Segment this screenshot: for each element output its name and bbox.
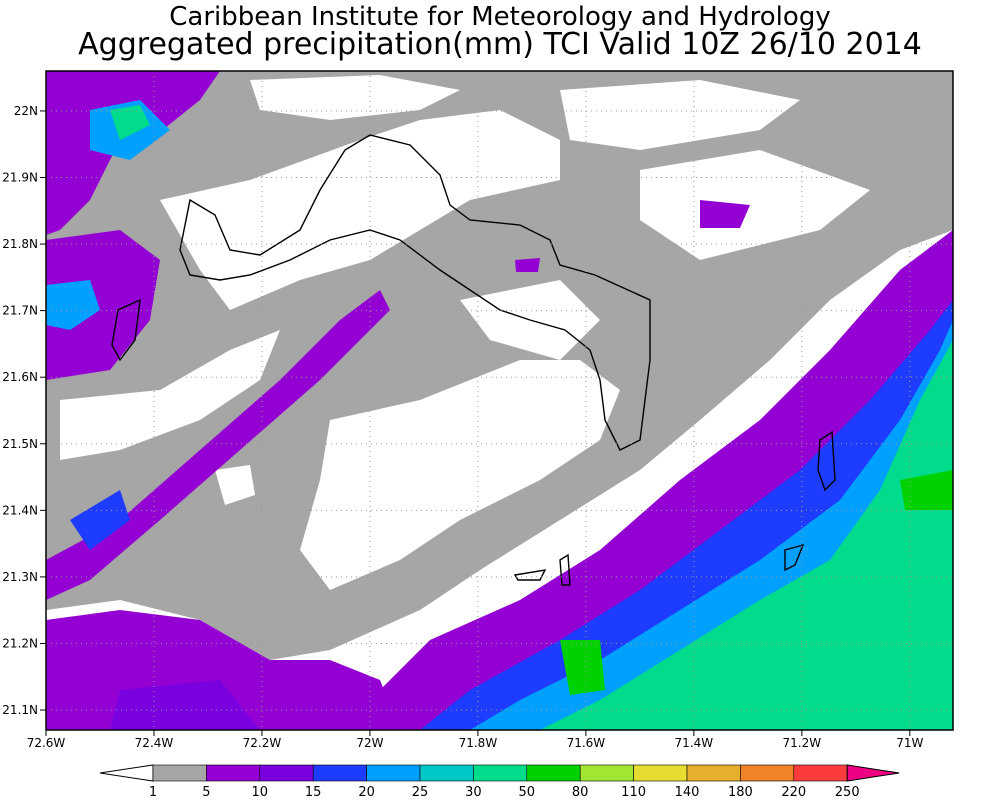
colorbar-label: 25 xyxy=(411,785,429,800)
colorbar-label: 15 xyxy=(304,785,322,800)
y-tick-label: 21.8N xyxy=(2,237,38,251)
colorbar-swatch xyxy=(206,764,261,782)
plot-frame xyxy=(45,70,954,731)
colorbar-label: 1 xyxy=(148,785,158,800)
x-tick-label: 71.4W xyxy=(675,736,714,750)
colorbar-label: 10 xyxy=(251,785,269,800)
y-tick-label: 21.7N xyxy=(2,304,38,318)
colorbar-label: 5 xyxy=(202,785,211,800)
colorbar-label: 140 xyxy=(674,785,700,800)
coastlines xyxy=(111,134,836,586)
graticule xyxy=(45,71,953,730)
x-tick-label: 72.4W xyxy=(135,736,174,750)
colorbar-swatch xyxy=(259,764,314,782)
colorbar-swatch xyxy=(419,764,474,782)
colorbar-label: 110 xyxy=(621,785,647,800)
x-tick-label: 71W xyxy=(896,736,923,750)
colorbar-label: 250 xyxy=(834,785,860,800)
map-title: Caribbean Institute for Meteorology and … xyxy=(169,2,831,32)
colorbar-swatch xyxy=(526,764,581,782)
x-tick-label: 71.6W xyxy=(567,736,606,750)
colorbar-swatch xyxy=(793,764,848,782)
colorbar-label: 180 xyxy=(727,785,753,800)
colorbar-swatch xyxy=(633,764,688,782)
colorbar-swatch xyxy=(686,764,741,782)
colorbar-label: 220 xyxy=(781,785,807,800)
y-tick-label: 22N xyxy=(14,104,38,118)
x-axis-ticks: 72.6W 72.4W 72.2W 72W 71.8W 71.6W 71.4W 71.2W 71… xyxy=(27,730,924,750)
colorbar-under-triangle xyxy=(99,764,154,782)
colorbar-label: 50 xyxy=(518,785,536,800)
y-tick-label: 21.4N xyxy=(2,503,38,517)
map-subtitle: Aggregated precipitation(mm) TCI Valid 1… xyxy=(78,27,922,62)
x-tick-label: 71.8W xyxy=(459,736,498,750)
colorbar-label: 80 xyxy=(571,785,589,800)
colorbar-swatch xyxy=(366,764,421,782)
x-tick-label: 72.6W xyxy=(27,736,66,750)
y-tick-label: 21.5N xyxy=(2,437,38,451)
colorbar-swatch xyxy=(740,764,795,782)
colorbar-swatch xyxy=(579,764,634,782)
colorbar-swatch xyxy=(473,764,528,782)
x-tick-label: 72W xyxy=(356,736,383,750)
y-tick-label: 21.6N xyxy=(2,370,38,384)
colorbar-label: 30 xyxy=(465,785,482,800)
y-tick-label: 21.1N xyxy=(2,703,38,717)
y-tick-label: 21.3N xyxy=(2,570,38,584)
colorbar-over-triangle xyxy=(846,764,900,782)
colorbar xyxy=(99,764,900,782)
precipitation-field xyxy=(46,71,953,730)
colorbar-swatch xyxy=(152,764,207,782)
x-tick-label: 72.2W xyxy=(243,736,282,750)
colorbar-swatch xyxy=(312,764,367,782)
y-tick-label: 21.9N xyxy=(2,171,38,185)
x-tick-label: 71.2W xyxy=(783,736,822,750)
colorbar-label: 20 xyxy=(358,785,375,800)
y-axis-ticks: 22N 21.9N 21.8N 21.7N 21.6N 21.5N 21.4N 21.3N 21… xyxy=(2,104,46,717)
y-tick-label: 21.2N xyxy=(2,636,38,650)
